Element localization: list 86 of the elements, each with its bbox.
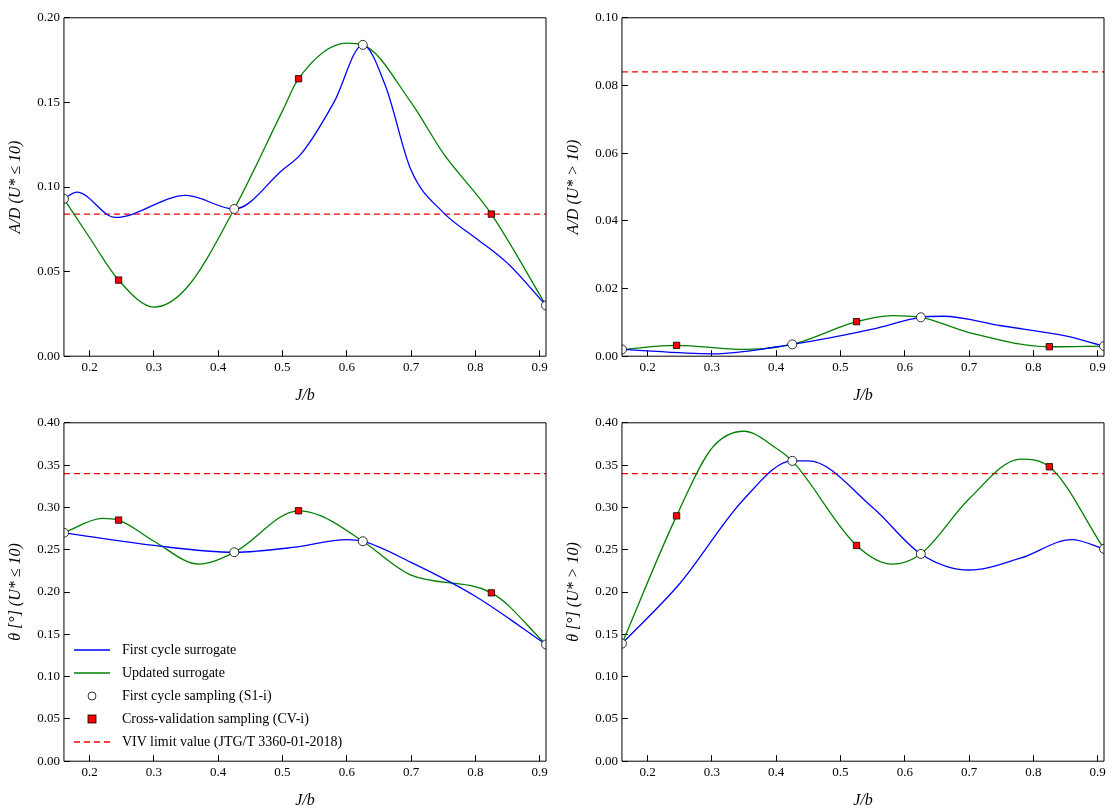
y-tick-label: 0.05 bbox=[37, 263, 60, 279]
point bbox=[673, 512, 681, 520]
x-tick-label: 0.5 bbox=[832, 359, 849, 375]
y-tick-label: 0.00 bbox=[37, 752, 60, 768]
y-tick-label: 0.08 bbox=[595, 76, 618, 92]
y-tick-label: 0.00 bbox=[595, 347, 618, 363]
y-tick-label: 0.05 bbox=[595, 710, 618, 726]
point bbox=[294, 507, 303, 515]
point bbox=[852, 318, 861, 326]
x-tick-label: 0.4 bbox=[768, 764, 785, 780]
y-tick-label: 0.20 bbox=[595, 583, 618, 599]
point bbox=[673, 341, 681, 349]
x-tick-label: 0.7 bbox=[960, 764, 978, 780]
y-tick-label: 0.35 bbox=[37, 456, 60, 472]
x-tick-label: 0.2 bbox=[639, 359, 656, 375]
y-tick-label: 0.15 bbox=[595, 625, 618, 641]
legend-label: Updated surrogate bbox=[121, 664, 225, 683]
y-tick-label: 0.15 bbox=[37, 93, 60, 109]
x-tick-label: 0.4 bbox=[768, 359, 785, 375]
x-tick-label: 0.3 bbox=[145, 764, 163, 780]
x-axis-title: J/b bbox=[853, 790, 873, 808]
x-axis-title: J/b bbox=[295, 385, 315, 403]
x-tick-label: 0.8 bbox=[1025, 359, 1042, 375]
point bbox=[294, 75, 303, 83]
point bbox=[1045, 343, 1053, 351]
x-tick-label: 0.6 bbox=[338, 359, 356, 375]
y-tick-label: 0.20 bbox=[37, 583, 60, 599]
x-tick-label: 0.9 bbox=[531, 764, 548, 780]
y-tick-label: 0.10 bbox=[37, 668, 60, 684]
y-tick-label: 0.40 bbox=[595, 414, 618, 430]
x-tick-label: 0.4 bbox=[210, 359, 227, 375]
x-tick-label: 0.4 bbox=[210, 764, 227, 780]
point bbox=[852, 541, 861, 550]
y-tick-label: 0.04 bbox=[595, 212, 619, 228]
y-tick-label: 0.00 bbox=[595, 752, 618, 768]
x-tick-label: 0.2 bbox=[639, 764, 656, 780]
x-tick-label: 0.7 bbox=[960, 359, 978, 375]
x-tick-label: 0.3 bbox=[145, 359, 163, 375]
y-tick-label: 0.30 bbox=[37, 498, 60, 514]
y-axis-title: θ [°] (U* > 10) bbox=[563, 542, 582, 642]
legend-label: VIV limit value (JTG/T 3360-01-2018) bbox=[121, 733, 343, 752]
y-tick-label: 0.15 bbox=[37, 625, 60, 641]
y-tick-label: 0.25 bbox=[595, 541, 618, 557]
y-tick-label: 0.06 bbox=[595, 144, 619, 160]
x-tick-label: 0.6 bbox=[338, 764, 356, 780]
x-tick-label: 0.5 bbox=[274, 764, 291, 780]
x-axis-title: J/b bbox=[853, 385, 873, 403]
point bbox=[487, 210, 495, 218]
x-tick-label: 0.2 bbox=[81, 764, 98, 780]
x-tick-label: 0.5 bbox=[832, 764, 849, 780]
x-tick-label: 0.2 bbox=[81, 359, 98, 375]
legend-label: First cycle surrogate bbox=[121, 641, 237, 660]
y-tick-label: 0.10 bbox=[595, 668, 618, 684]
y-tick-label: 0.05 bbox=[37, 710, 60, 726]
y-axis-title: θ [°] (U* ≤ 10) bbox=[5, 543, 24, 641]
x-tick-label: 0.8 bbox=[467, 359, 484, 375]
y-tick-label: 0.40 bbox=[37, 414, 60, 430]
x-tick-label: 0.3 bbox=[703, 359, 721, 375]
y-axis-title: A/D (U* ≤ 10) bbox=[5, 140, 24, 235]
x-tick-label: 0.9 bbox=[1089, 359, 1106, 375]
y-tick-label: 0.30 bbox=[595, 498, 618, 514]
x-tick-label: 0.6 bbox=[896, 359, 914, 375]
y-tick-label: 0.35 bbox=[595, 456, 618, 472]
point bbox=[1045, 463, 1053, 471]
y-tick-label: 0.02 bbox=[595, 279, 618, 295]
x-tick-label: 0.9 bbox=[531, 359, 548, 375]
x-tick-label: 0.5 bbox=[274, 359, 291, 375]
x-tick-label: 0.7 bbox=[402, 764, 420, 780]
legend-label: Cross-validation sampling (CV-i) bbox=[121, 710, 309, 729]
y-axis-title: A/D (U* > 10) bbox=[563, 139, 582, 236]
y-tick-label: 0.00 bbox=[37, 347, 60, 363]
x-tick-label: 0.8 bbox=[467, 764, 484, 780]
x-tick-label: 0.9 bbox=[1089, 764, 1106, 780]
x-tick-label: 0.6 bbox=[896, 764, 914, 780]
point bbox=[115, 276, 123, 284]
y-tick-label: 0.10 bbox=[595, 9, 618, 25]
legend-label: First cycle sampling (S1-i) bbox=[121, 687, 272, 706]
point bbox=[115, 516, 123, 524]
y-tick-label: 0.20 bbox=[37, 9, 60, 25]
y-tick-label: 0.10 bbox=[37, 178, 60, 194]
y-tick-label: 0.25 bbox=[37, 541, 60, 557]
point bbox=[487, 589, 495, 597]
x-tick-label: 0.3 bbox=[703, 764, 721, 780]
x-tick-label: 0.8 bbox=[1025, 764, 1042, 780]
x-tick-label: 0.7 bbox=[402, 359, 420, 375]
x-axis-title: J/b bbox=[295, 790, 315, 808]
